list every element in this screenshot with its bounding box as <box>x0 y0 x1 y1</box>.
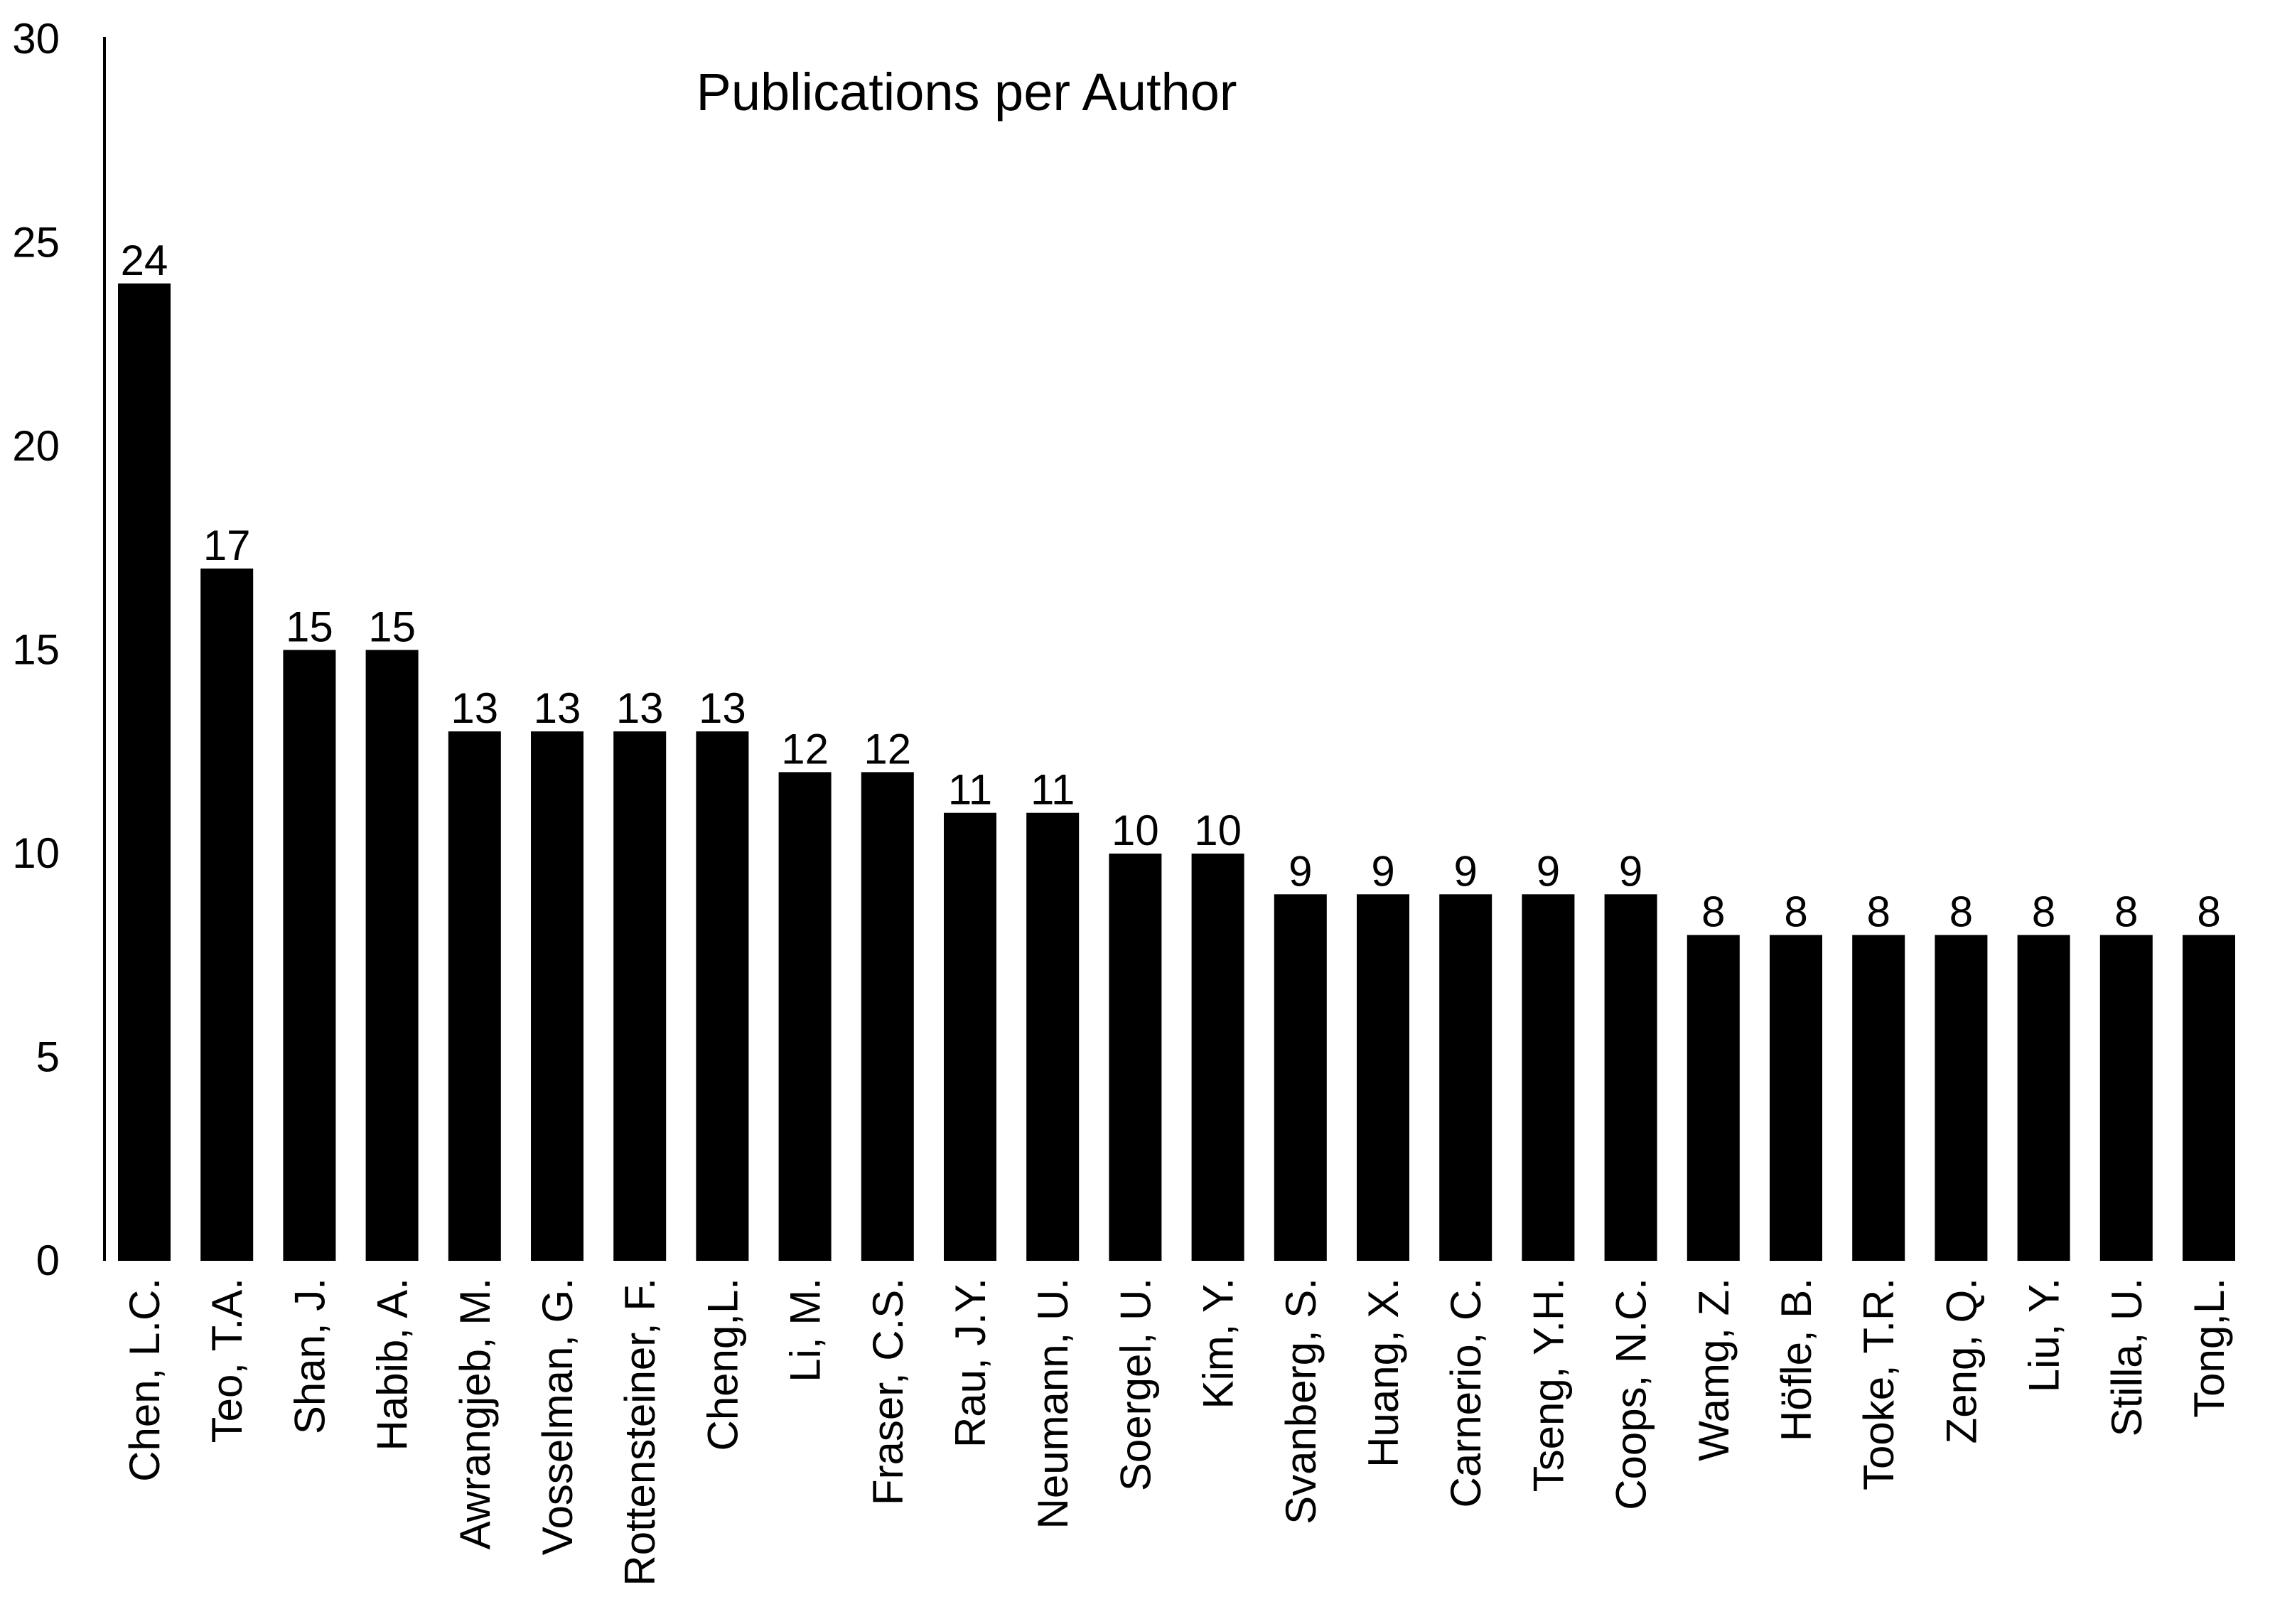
bar-value-label: 9 <box>1619 847 1642 895</box>
bar-value-label: 24 <box>121 237 168 284</box>
x-category-label: Neumann, U. <box>1029 1278 1077 1529</box>
bar-value-label: 8 <box>1867 888 1890 936</box>
x-category-label: Wamg, Z. <box>1690 1278 1738 1461</box>
bar-value-label: 13 <box>616 684 664 732</box>
x-category-label: Rottensteiner, F. <box>616 1278 664 1586</box>
bar-value-label: 10 <box>1112 807 1159 854</box>
x-category-label: Liu, Y. <box>2021 1278 2068 1392</box>
x-category-label: Tong,L. <box>2185 1278 2233 1418</box>
bar-value-label: 12 <box>864 725 911 773</box>
y-tick-label: 15 <box>12 626 60 674</box>
x-category-label: Habib, A. <box>369 1278 416 1451</box>
y-tick-label: 25 <box>12 219 60 267</box>
bar <box>1109 854 1162 1261</box>
bar-value-label: 8 <box>2114 888 2138 936</box>
bar <box>1026 812 1080 1261</box>
bar-value-label: 9 <box>1537 847 1560 895</box>
x-category-label: Höfle, B. <box>1773 1278 1820 1441</box>
x-category-label: Soergel, U. <box>1112 1278 1159 1491</box>
bar <box>696 731 749 1261</box>
data-labels-group: 24 17 15 15 13 13 13 13 12 12 11 11 10 10 9 9 9 9 9 8 8 8 8 8 8 8 <box>121 237 2221 936</box>
bar-value-label: 9 <box>1371 847 1394 895</box>
bar <box>1604 894 1657 1261</box>
bar <box>944 812 996 1261</box>
bar-value-label: 13 <box>534 684 581 732</box>
bar <box>1935 935 1988 1261</box>
y-tick-label: 5 <box>36 1033 60 1081</box>
bar-value-label: 17 <box>203 522 251 569</box>
x-category-label: Rau, J.Y. <box>947 1278 994 1448</box>
bar <box>1522 894 1575 1261</box>
x-category-label: Vosselman, G. <box>534 1278 581 1555</box>
bar-value-label: 12 <box>781 725 829 773</box>
category-labels-group: Chen, L.C. Teo, T.A. Shan, J. Habib, A. Awra… <box>121 1278 2233 1586</box>
x-category-label: Coops, N.C. <box>1608 1278 1655 1510</box>
y-tick-label: 20 <box>12 422 60 470</box>
y-tick-label: 0 <box>36 1237 60 1284</box>
x-category-label: Li, M. <box>782 1278 829 1382</box>
bar <box>2183 935 2235 1261</box>
x-category-label: Tooke, T.R. <box>1855 1278 1903 1490</box>
bar <box>861 772 914 1261</box>
x-category-label: Carnerio, C. <box>1442 1278 1490 1507</box>
y-tick-label: 10 <box>12 829 60 877</box>
bar <box>1770 935 1822 1261</box>
bar-value-label: 8 <box>1701 888 1725 936</box>
bar-value-label: 8 <box>1784 888 1807 936</box>
bar <box>1191 854 1244 1261</box>
bar <box>531 731 583 1261</box>
x-category-label: Tseng, Y.H. <box>1524 1278 1572 1492</box>
bar-value-label: 9 <box>1454 847 1478 895</box>
x-category-label: Svanberg, S. <box>1277 1278 1325 1524</box>
bar <box>2017 935 2070 1261</box>
bar <box>778 772 832 1261</box>
bar-value-label: 8 <box>1949 888 1973 936</box>
bar-value-label: 10 <box>1194 807 1242 854</box>
x-category-label: Awrangjeb, M. <box>451 1278 499 1549</box>
x-category-label: Stilla, U. <box>2103 1278 2151 1436</box>
bar <box>200 568 254 1261</box>
chart-title: Publications per Author <box>696 63 1237 122</box>
bar <box>448 731 501 1261</box>
bar-value-label: 11 <box>1031 766 1075 814</box>
bar-value-label: 15 <box>368 603 416 651</box>
bar <box>365 650 419 1261</box>
bar-value-label: 8 <box>2197 888 2220 936</box>
bar <box>118 283 171 1261</box>
bars-group <box>118 283 2235 1261</box>
bar-value-label: 9 <box>1289 847 1312 895</box>
bar-value-label: 11 <box>948 766 992 814</box>
bar <box>613 731 667 1261</box>
y-axis-ticks: 0 5 10 15 20 25 30 <box>12 15 60 1284</box>
x-category-label: Fraser, C.S. <box>864 1278 912 1505</box>
bar <box>1852 935 1905 1261</box>
bar-value-label: 8 <box>2032 888 2055 936</box>
bar-value-label: 13 <box>699 684 746 732</box>
bar <box>2099 935 2153 1261</box>
bar <box>1439 894 1492 1261</box>
bar <box>283 650 336 1261</box>
x-category-label: Chen, L.C. <box>121 1278 168 1482</box>
x-category-label: Huang, X. <box>1360 1278 1407 1468</box>
x-category-label: Zeng, Q. <box>1937 1278 1985 1443</box>
x-category-label: Kim, Y. <box>1195 1278 1242 1409</box>
x-category-label: Cheng,L. <box>699 1278 746 1451</box>
bar <box>1687 935 1740 1261</box>
bar-value-label: 13 <box>451 684 498 732</box>
bar <box>1274 894 1327 1261</box>
y-tick-label: 30 <box>12 15 60 63</box>
x-category-label: Teo, T.A. <box>203 1278 251 1443</box>
bar <box>1357 894 1409 1261</box>
bar-value-label: 15 <box>286 603 333 651</box>
x-category-label: Shan, J. <box>286 1278 333 1434</box>
